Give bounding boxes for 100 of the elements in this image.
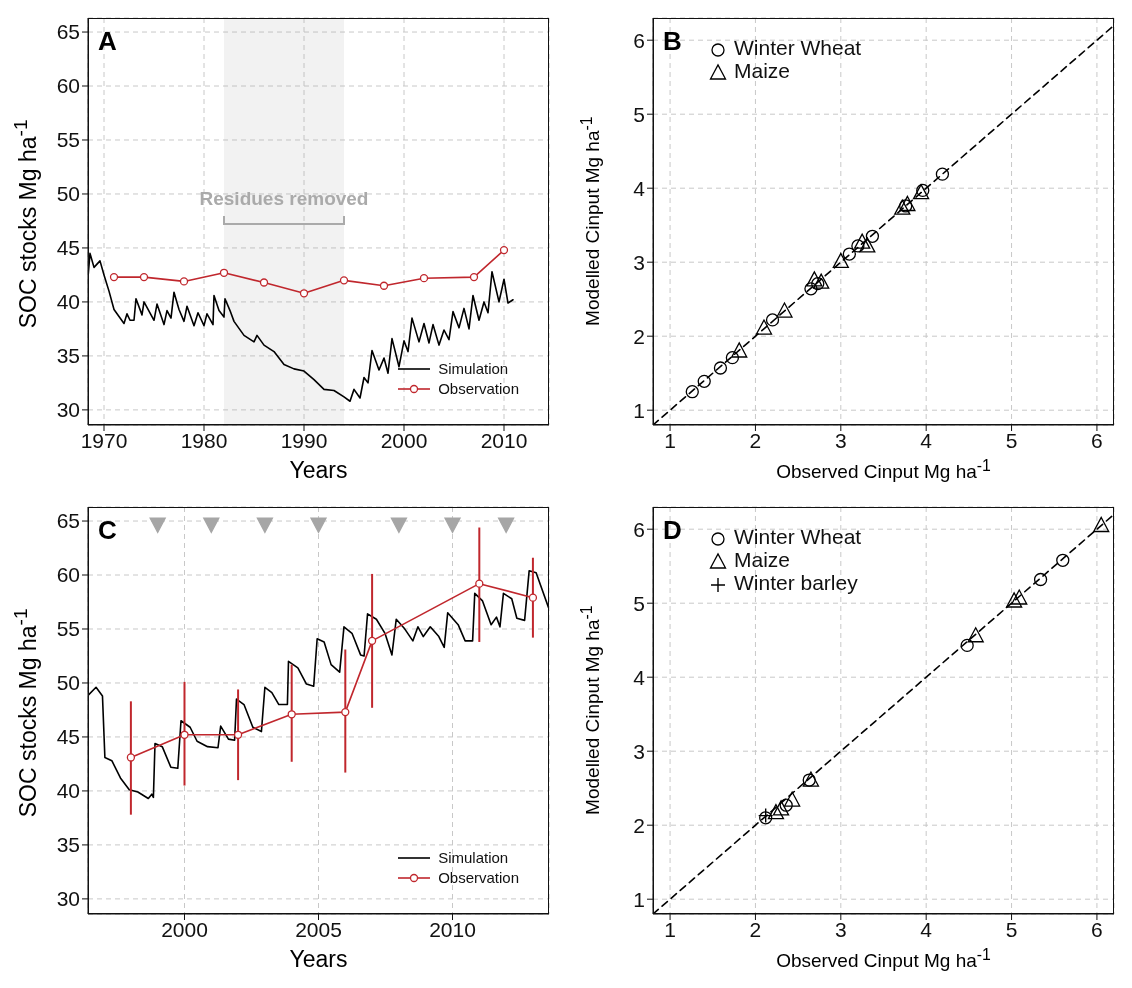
y-tick-label: 4: [633, 665, 646, 689]
point: [203, 517, 220, 533]
x-tick-label: 3: [834, 428, 847, 452]
point: [475, 579, 484, 588]
point: [802, 773, 816, 787]
y-tick-label: 40: [56, 290, 80, 314]
point: [813, 273, 830, 289]
x-axis-title: Observed Cinput Mg ha$^{-1}$: [775, 946, 992, 973]
x-tick-label: 6: [1091, 917, 1103, 941]
point: [367, 636, 377, 646]
x-tick-label: 2005: [295, 917, 342, 941]
x-axis-title: Observed Cinput Mg ha$^{-1}$: [775, 457, 992, 484]
x-tick-label: 1970: [80, 428, 128, 452]
x-tick-label: 1: [664, 428, 676, 452]
point: [806, 271, 823, 287]
point: [179, 277, 189, 286]
point: [899, 199, 913, 213]
point: [341, 707, 350, 717]
x-tick-label: 2010: [429, 917, 476, 941]
y-tick-label: 5: [633, 102, 645, 126]
point: [685, 385, 699, 399]
point: [811, 277, 825, 291]
chart-title: D: [663, 515, 682, 546]
x-tick-label: 1: [664, 917, 676, 941]
point: [757, 807, 774, 824]
point: [256, 517, 274, 533]
band-label: Residues removed: [198, 187, 370, 210]
y-tick-label: 35: [56, 344, 80, 368]
x-tick-label: 5: [1005, 917, 1018, 941]
point: [259, 278, 269, 287]
point: [776, 302, 793, 318]
point: [1011, 589, 1028, 605]
y-tick-label: 40: [56, 779, 80, 803]
y-tick-label: 35: [56, 833, 80, 857]
legend-label: Observation: [438, 868, 519, 887]
point: [784, 791, 801, 807]
point: [390, 517, 408, 533]
y-tick-label: 30: [56, 398, 80, 422]
y-tick-label: 55: [56, 128, 80, 152]
point: [731, 342, 748, 358]
point: [180, 730, 189, 739]
point: [379, 281, 389, 290]
point: [1005, 592, 1023, 608]
legend-label: Observation: [438, 379, 519, 398]
point: [109, 272, 119, 282]
point: [960, 638, 974, 653]
x-tick-label: 6: [1091, 428, 1103, 452]
point: [299, 289, 309, 298]
x-tick-label: 2000: [380, 428, 428, 452]
y-tick-label: 6: [633, 28, 645, 52]
point: [894, 199, 911, 215]
point: [759, 811, 773, 825]
point: [233, 730, 243, 739]
point: [419, 274, 429, 283]
y-tick-label: 3: [633, 739, 645, 763]
y-tick-label: 3: [633, 250, 645, 274]
line-series: [88, 569, 549, 800]
y-tick-label: 4: [633, 176, 646, 200]
point: [126, 753, 136, 762]
y-tick-label: 55: [56, 617, 80, 641]
legend-label: Maize: [734, 548, 791, 572]
y-tick-label: 50: [56, 671, 80, 695]
y-tick-label: 1: [633, 887, 645, 911]
legend-label: Winter Wheat: [734, 525, 862, 549]
legend-label: Maize: [734, 59, 791, 83]
x-tick-label: 4: [920, 917, 933, 941]
point: [1033, 572, 1048, 587]
point: [469, 272, 479, 282]
point: [149, 517, 166, 533]
y-tick-label: 1: [633, 398, 645, 422]
point: [310, 517, 327, 533]
point: [497, 517, 515, 533]
y-tick-label: 30: [56, 887, 80, 911]
point: [287, 710, 296, 719]
point: [865, 229, 880, 243]
point: [697, 374, 711, 388]
legend-label: Winter barley: [734, 571, 858, 595]
point: [767, 803, 785, 820]
y-tick-label: 45: [56, 236, 80, 260]
y-tick-label: 2: [633, 324, 645, 348]
y-tick-label: 60: [56, 74, 80, 98]
point: [912, 183, 930, 200]
point: [499, 245, 509, 255]
point: [859, 237, 876, 253]
x-tick-label: 2000: [161, 917, 208, 941]
point: [1093, 516, 1110, 533]
legend-label: Simulation: [438, 848, 509, 867]
point: [139, 272, 149, 282]
point: [832, 252, 849, 269]
point: [967, 627, 984, 643]
point: [339, 276, 349, 285]
chart-title: B: [663, 26, 682, 57]
y-tick-label: 5: [633, 591, 645, 615]
point: [842, 247, 856, 261]
point: [916, 183, 930, 198]
point: [1056, 553, 1070, 567]
y-tick-label: 65: [56, 20, 80, 44]
point: [802, 771, 820, 787]
y-tick-label: 2: [633, 813, 645, 837]
legend-label: Winter Wheat: [734, 36, 862, 60]
